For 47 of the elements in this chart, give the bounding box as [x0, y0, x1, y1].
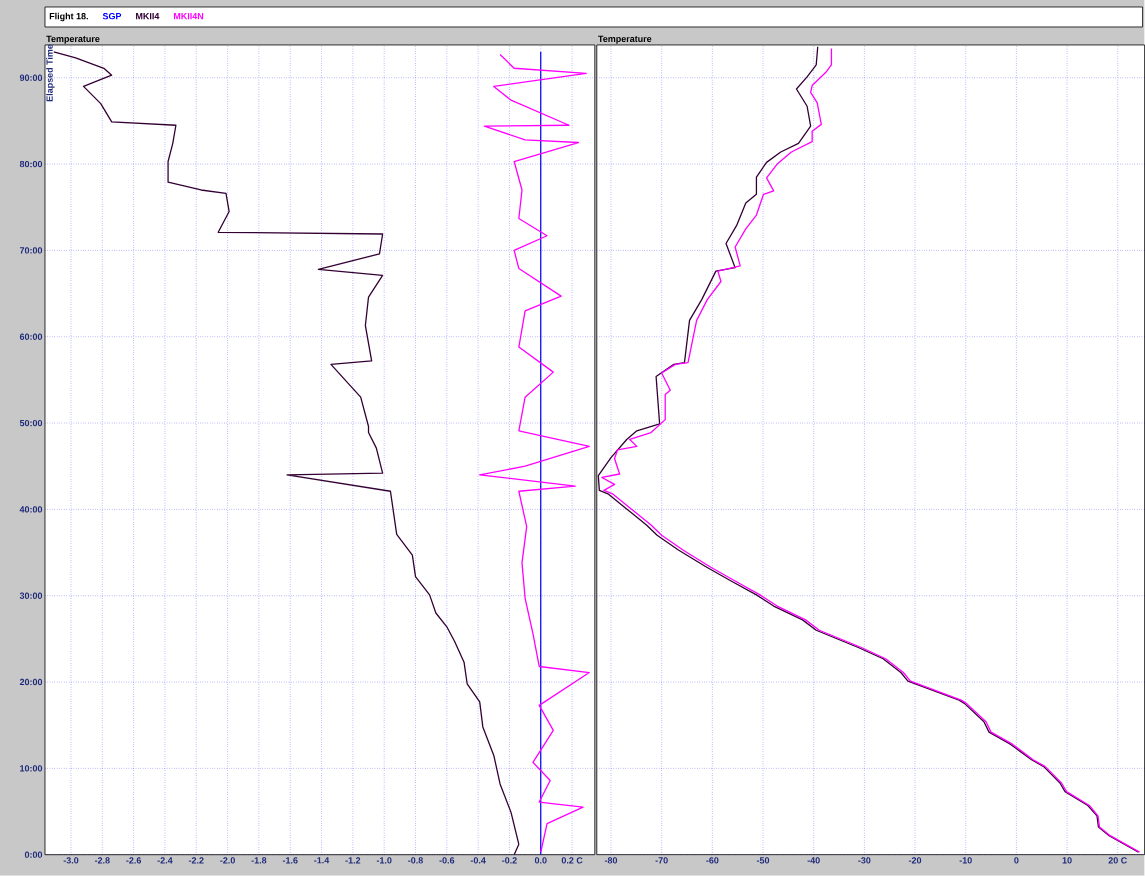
x-tick-label: -2.0 — [220, 857, 235, 864]
x-tick-label: 0.2 C — [561, 857, 583, 864]
text: SGP — [102, 13, 122, 20]
x-tick-label: -10 — [959, 857, 972, 864]
x-tick-label: -20 — [908, 857, 922, 864]
x-tick-label: -0.6 — [439, 857, 455, 864]
x-tick-label: 20 C — [1108, 857, 1127, 864]
x-tick-label: -1.0 — [376, 857, 392, 864]
x-axis-title: Temperature — [46, 35, 100, 44]
y-tick-label: 20:00 — [19, 679, 43, 686]
x-tick-label: -60 — [706, 857, 719, 864]
x-tick-label: -30 — [858, 857, 871, 864]
line-series — [53, 51, 520, 855]
x-tick-label: -1.8 — [251, 857, 267, 864]
y-tick-label: 40:00 — [19, 506, 43, 513]
x-tick-label: -70 — [655, 857, 668, 864]
y-tick-label: 70:00 — [19, 247, 43, 254]
y-tick-label: 60:00 — [19, 333, 43, 341]
y-tick-label: 90:00 — [19, 74, 43, 82]
y-tick-label: 0:00 — [24, 851, 43, 859]
x-tick-label: -2.6 — [126, 857, 142, 864]
x-tick-label: -1.2 — [345, 857, 361, 864]
y-axis-title: Elapsed Time — [46, 44, 55, 102]
x-tick-label: -50 — [756, 857, 770, 864]
y-tick-label: 10:00 — [20, 765, 43, 772]
x-tick-label: -1.4 — [314, 857, 330, 864]
x-tick-label: -0.2 — [502, 857, 517, 864]
y-tick-label: 30:00 — [19, 592, 43, 600]
x-tick-label: -3.0 — [63, 857, 79, 864]
x-tick-label: -80 — [604, 857, 618, 864]
x-tick-label: 0 — [1014, 857, 1019, 864]
text: MKII4N — [173, 13, 204, 20]
chart-title: Flight 18. — [49, 12, 88, 22]
text: MKII4 — [136, 13, 160, 20]
x-tick-label: -1.6 — [282, 857, 298, 864]
x-tick-label: 10 — [1062, 857, 1072, 864]
x-tick-label: -0.8 — [408, 857, 423, 864]
y-tick-label: 80:00 — [19, 161, 43, 168]
x-axis-title: Temperature — [598, 35, 652, 44]
y-tick-label: 50:00 — [19, 420, 43, 427]
x-tick-label: -2.2 — [188, 857, 204, 864]
x-tick-label: -2.8 — [94, 857, 110, 864]
x-tick-label: -2.4 — [157, 857, 173, 864]
line-series — [479, 53, 590, 853]
x-tick-label: 0.0 — [534, 857, 547, 864]
x-tick-label: -0.4 — [470, 857, 486, 864]
x-tick-label: -40 — [807, 857, 820, 864]
